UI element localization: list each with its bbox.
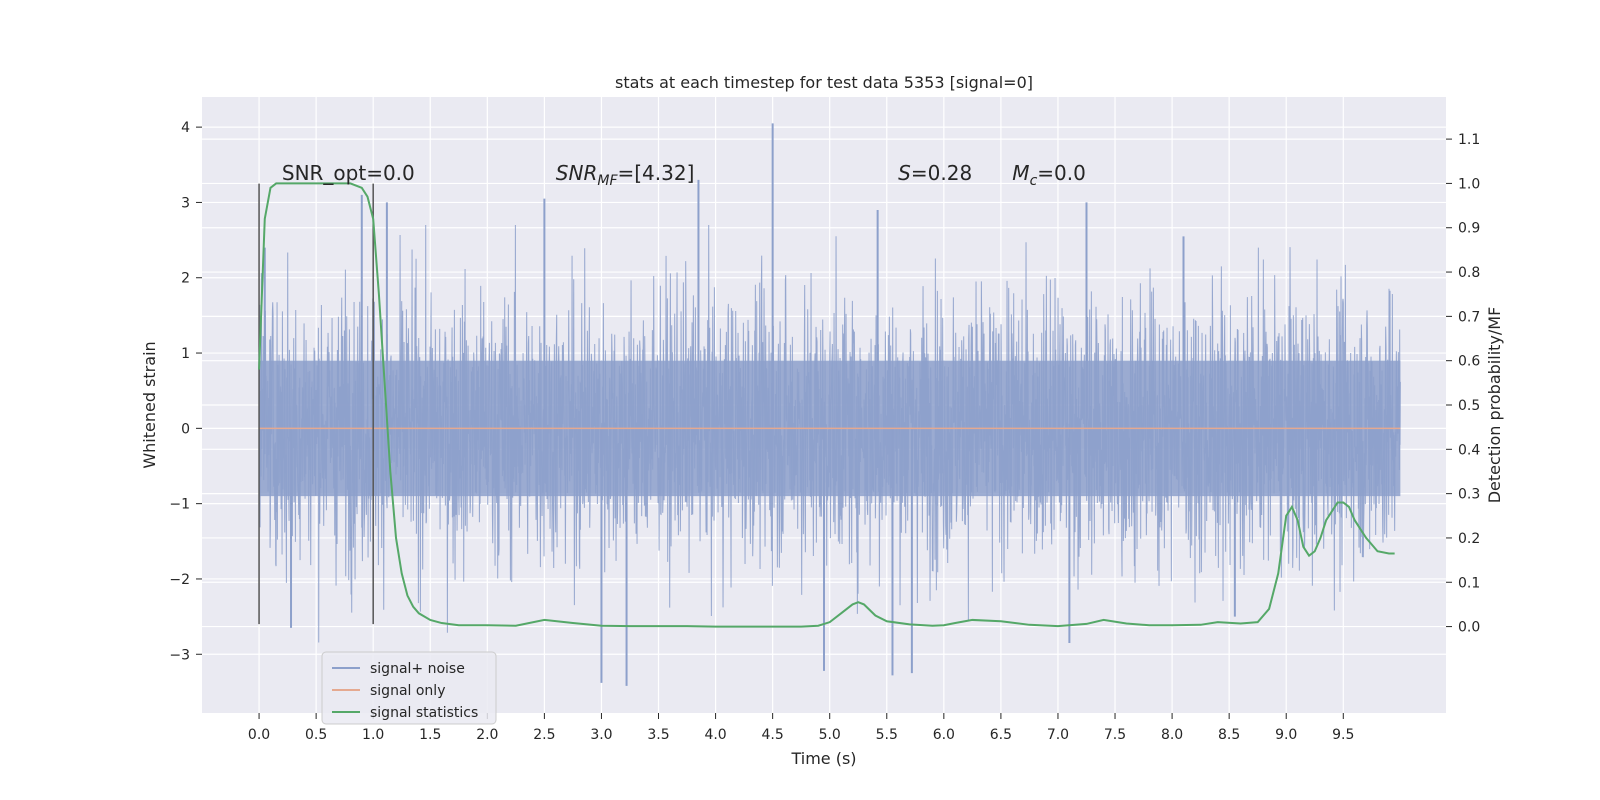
y2-tick-label: 0.3: [1458, 487, 1480, 503]
y-axis-ticks: −3 −2 −1 0 1 2 3 4: [169, 120, 202, 663]
x-axis-label: Time (s): [790, 749, 856, 768]
x-tick-label: 2.0: [476, 727, 498, 743]
y-tick-label: 1: [181, 346, 190, 362]
y2-axis-label: Detection probability/MF: [1485, 307, 1504, 504]
x-tick-label: 1.5: [419, 727, 441, 743]
x-tick-label: 3.5: [647, 727, 669, 743]
y-tick-label: 2: [181, 271, 190, 287]
y2-tick-label: 0.4: [1458, 442, 1480, 458]
x-tick-label: 9.0: [1275, 727, 1297, 743]
x-tick-label: 6.5: [990, 727, 1012, 743]
y2-tick-label: 0.1: [1458, 575, 1480, 591]
annotation: S=0.28: [898, 161, 972, 185]
x-tick-label: 5.5: [876, 727, 898, 743]
x-tick-label: 7.0: [1047, 727, 1069, 743]
legend: signal+ noise signal only signal statistic…: [321, 651, 497, 725]
y2-tick-label: 0.9: [1458, 221, 1480, 237]
annotation: SNRMF=[4.32]: [556, 161, 695, 189]
y-tick-label: 4: [181, 120, 190, 136]
y2-tick-label: 1.1: [1458, 132, 1480, 148]
y2-tick-label: 0.5: [1458, 398, 1480, 414]
x-tick-label: 9.5: [1332, 727, 1354, 743]
x-tick-label: 2.5: [533, 727, 555, 743]
x-tick-label: 6.0: [933, 727, 955, 743]
series-signal-statistics: [258, 182, 1395, 628]
annotations: SNR_opt=0.0 SNRMF=[4.32] S=0.28 Mc=0.0: [282, 161, 1086, 189]
y2-tick-label: 0.2: [1458, 531, 1480, 547]
legend-label: signal only: [370, 683, 445, 699]
annotation: Mc=0.0: [1012, 161, 1086, 189]
y2-tick-label: 1.0: [1458, 176, 1480, 192]
y-tick-label: −2: [169, 572, 190, 588]
y-tick-label: −3: [169, 647, 190, 663]
y2-axis-ticks: 0.0 0.1 0.2 0.3 0.4 0.5 0.6 0.7 0.8 0.9 1.0 1.1: [1446, 132, 1480, 636]
vertical-markers: [258, 183, 374, 625]
y2-tick-label: 0.7: [1458, 309, 1480, 325]
x-tick-label: 0.5: [305, 727, 327, 743]
x-tick-label: 4.5: [762, 727, 784, 743]
x-tick-label: 7.5: [1104, 727, 1126, 743]
chart-title: stats at each timestep for test data 535…: [615, 73, 1033, 92]
signal-statistics-line: [258, 182, 1395, 628]
x-tick-label: 3.0: [590, 727, 612, 743]
y-axis-label: Whitened strain: [140, 341, 159, 468]
y-tick-label: 3: [181, 195, 190, 211]
y2-tick-label: 0.6: [1458, 354, 1480, 370]
y2-tick-label: 0.0: [1458, 620, 1480, 636]
x-tick-label: 5.0: [819, 727, 841, 743]
x-tick-label: 0.0: [248, 727, 270, 743]
x-tick-label: 8.0: [1161, 727, 1183, 743]
legend-label: signal statistics: [370, 705, 478, 721]
x-tick-label: 4.0: [704, 727, 726, 743]
x-axis-ticks: 0.0 0.5 1.0 1.5 2.0 2.5 3.0 3.5 4.0 4.5 5.0 5.5 6.0 6…: [248, 713, 1354, 743]
y-tick-label: −1: [169, 497, 190, 513]
x-tick-label: 1.0: [362, 727, 384, 743]
annotation: SNR_opt=0.0: [282, 161, 415, 185]
legend-box: [321, 651, 497, 725]
y2-tick-label: 0.8: [1458, 265, 1480, 281]
y-tick-label: 0: [181, 421, 190, 437]
legend-label: signal+ noise: [370, 661, 465, 677]
x-tick-label: 8.5: [1218, 727, 1240, 743]
